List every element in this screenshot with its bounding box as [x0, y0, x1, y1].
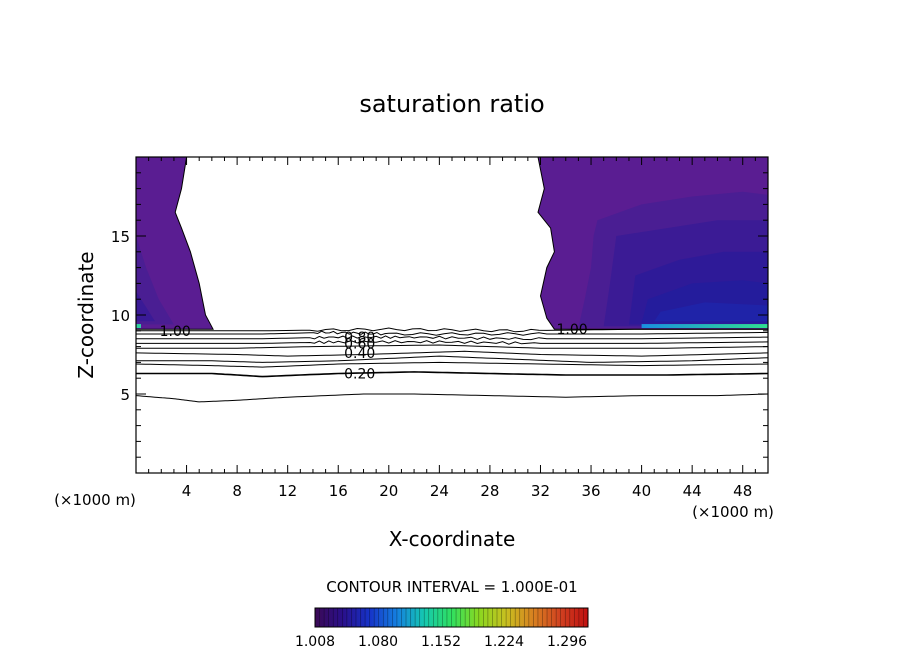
x-tick-label: 44: [683, 482, 702, 500]
contour-label: 0.60: [344, 336, 375, 352]
x-unit-left: (×1000 m): [54, 491, 136, 509]
x-tick-label: 12: [278, 482, 297, 500]
plot-area: 1.00 1.00 0.800.600.40 0.20: [136, 157, 768, 403]
contour-label: 0.20: [344, 366, 375, 382]
region-left-outline: [136, 157, 214, 330]
x-tick-label: 20: [379, 482, 398, 500]
y-tick-label: 10: [111, 307, 130, 325]
contour-line-0.5: [136, 350, 768, 357]
y-tick-label: 5: [120, 386, 130, 404]
x-tick-label: 8: [232, 482, 242, 500]
x-tick-label: 4: [182, 482, 192, 500]
x-axis-label: X-coordinate: [389, 527, 516, 551]
contour-line-1: [136, 327, 768, 333]
x-tick-label: 16: [329, 482, 348, 500]
y-axis-label: Z-coordinate: [74, 251, 98, 378]
bright-streak: [641, 324, 768, 329]
contour-line-0.6: [136, 344, 768, 349]
contour-line-0.3: [136, 361, 768, 368]
colorbar: 1.008 1.080 1.152 1.224 1.296: [295, 607, 589, 650]
chart-title: saturation ratio: [359, 90, 544, 118]
x-tick-label: 32: [531, 482, 550, 500]
contour-line-0.9: [136, 330, 768, 336]
x-tick-label: 24: [430, 482, 449, 500]
colorbar-label: 1.296: [547, 634, 587, 650]
contour-line-0.8: [136, 335, 768, 341]
x-tick-label: 36: [581, 482, 600, 500]
region-left-band-1: [136, 236, 174, 325]
x-unit-right: (×1000 m): [692, 503, 774, 521]
contour-label: 0.80: [344, 330, 375, 346]
region-left-band-0: [136, 157, 214, 330]
contour-label: 0.40: [344, 346, 375, 362]
contour-line-0.1: [136, 393, 768, 403]
bright-streak-left: [136, 324, 141, 329]
colorbar-label: 1.008: [295, 634, 335, 650]
contour-line-0.4: [136, 355, 768, 363]
region-right-outline: [537, 157, 768, 330]
colorbar-gradient: [314, 607, 589, 628]
region-right-band-5: [654, 302, 768, 322]
contour-line-0.7: [136, 340, 768, 345]
contour-line-0.2: [136, 371, 768, 378]
x-tick-label: 48: [733, 482, 752, 500]
colorbar-label: 1.080: [358, 634, 398, 650]
colorbar-label: 1.152: [421, 634, 461, 650]
x-tick-label: 28: [480, 482, 499, 500]
y-tick-label: 15: [111, 228, 130, 246]
contour-interval-text: CONTOUR INTERVAL = 1.000E-01: [326, 578, 577, 596]
x-tick-label: 40: [632, 482, 651, 500]
colorbar-label: 1.224: [484, 634, 524, 650]
contour-label: 1.00: [556, 322, 587, 338]
contour-label: 1.00: [160, 324, 191, 340]
